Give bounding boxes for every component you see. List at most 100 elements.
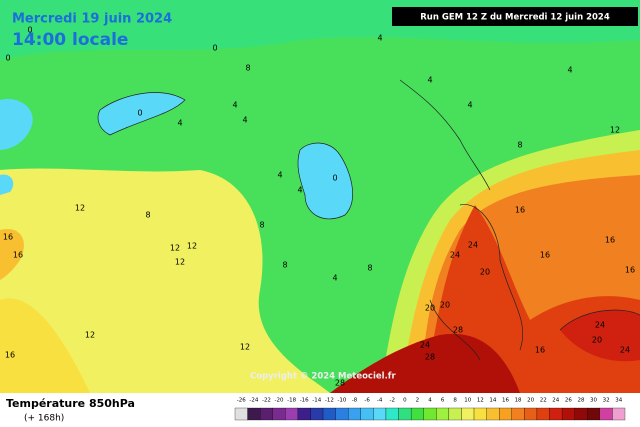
legend-value: -18 — [287, 398, 296, 404]
legend-value: -26 — [237, 398, 246, 404]
legend-swatch — [473, 407, 487, 421]
contour-label: 12 — [240, 343, 250, 352]
legend-value: -2 — [390, 398, 395, 404]
legend-swatch — [348, 407, 361, 421]
legend-swatch — [410, 407, 424, 421]
contour-label: 0 — [27, 26, 32, 35]
legend-swatch — [260, 407, 273, 421]
legend-value: 22 — [540, 398, 547, 404]
coastlines — [97, 79, 640, 361]
legend-swatch — [373, 407, 387, 421]
copyright: Copyright © 2024 Meteociel.fr — [250, 372, 396, 382]
forecast-time: 14:00 locale — [12, 30, 128, 50]
contour-label: 20 — [592, 336, 602, 345]
contour-label: 8 — [245, 64, 250, 73]
lead-time: (+ 168h) — [24, 414, 64, 424]
legend-swatch — [234, 407, 248, 421]
contour-label: 4 — [297, 186, 302, 195]
contour-label: 28 — [335, 379, 345, 388]
legend-value: 34 — [615, 398, 622, 404]
contour-label: 4 — [467, 101, 472, 110]
contour-label: 0 — [5, 54, 10, 63]
contour-label: 4 — [377, 34, 382, 43]
legend-value: 14 — [489, 398, 496, 404]
contour-label: 20 — [480, 268, 490, 277]
legend-value: -10 — [337, 398, 346, 404]
legend-value: -4 — [377, 398, 383, 404]
legend-swatch — [612, 407, 626, 421]
legend-value: -6 — [364, 398, 370, 404]
contour-label: 4 — [242, 116, 247, 125]
contour-label: 24 — [420, 341, 430, 350]
legend-swatch — [511, 407, 525, 421]
legend-value: 30 — [590, 398, 597, 404]
legend-value: 26 — [565, 398, 572, 404]
legend-value: 16 — [502, 398, 509, 404]
legend-value: -12 — [325, 398, 334, 404]
legend-value: 18 — [515, 398, 522, 404]
legend-value: 2 — [416, 398, 420, 404]
legend-value: 20 — [527, 398, 534, 404]
contour-label: 12 — [85, 331, 95, 340]
contour-label: 12 — [610, 126, 620, 135]
run-box — [392, 7, 638, 26]
contour-label: 4 — [177, 119, 182, 128]
contour-label: 16 — [5, 351, 15, 360]
contour-label: 12 — [175, 258, 185, 267]
legend-swatch — [423, 407, 437, 421]
legend-value: 32 — [603, 398, 610, 404]
legend-swatch — [448, 407, 462, 421]
forecast-date: Mercredi 19 juin 2024 — [12, 12, 172, 27]
contour-label: 0 — [212, 44, 217, 53]
contour-label: 8 — [367, 264, 372, 273]
run-info: Run GEM 12 Z du Mercredi 12 juin 2024 — [420, 13, 610, 23]
contour-label: 8 — [517, 141, 522, 150]
legend-swatch — [297, 407, 311, 421]
contour-label: 16 — [605, 236, 615, 245]
legend-swatch — [574, 407, 588, 421]
contour-label: 20 — [425, 304, 435, 313]
contour-label: 4 — [232, 101, 237, 110]
legend-value: 0 — [403, 398, 407, 404]
contour-label: 8 — [259, 221, 264, 230]
legend-swatch — [335, 407, 349, 421]
contour-label: 24 — [468, 241, 478, 250]
legend-swatch — [360, 407, 374, 421]
legend-swatch — [385, 407, 399, 421]
temperature-field — [0, 0, 640, 393]
legend-swatch — [587, 407, 600, 421]
legend-value: 24 — [552, 398, 559, 404]
contour-label: 4 — [427, 76, 432, 85]
variable-title: Température 850hPa — [6, 397, 135, 410]
legend-value: -20 — [275, 398, 284, 404]
contour-label: 12 — [187, 242, 197, 251]
legend: -26 -24 -22 -20 -18 -16 -14 -12 -10 -8 -6 -4 -2 0 2 4 6 8… — [234, 398, 626, 421]
legend-swatch — [247, 407, 261, 421]
contour-label: 12 — [170, 244, 180, 253]
contour-label: 16 — [625, 266, 635, 275]
legend-swatch — [486, 407, 500, 421]
legend-swatch — [398, 407, 412, 421]
legend-swatch — [536, 407, 550, 421]
contour-label: 4 — [277, 171, 282, 180]
legend-swatch — [524, 407, 538, 421]
contour-label: 16 — [515, 206, 525, 215]
legend-value: -16 — [300, 398, 309, 404]
contour-label: 4 — [332, 274, 337, 283]
contour-label: 28 — [453, 326, 463, 335]
contour-label: 20 — [440, 301, 450, 310]
contour-label: 16 — [540, 251, 550, 260]
legend-value: -8 — [352, 398, 358, 404]
contour-labels: 0004844400448121212121616884812121624242… — [3, 26, 635, 388]
legend-swatch — [272, 407, 286, 421]
contour-label: 16 — [13, 251, 23, 260]
legend-value: -24 — [249, 398, 258, 404]
contour-label: 28 — [425, 353, 435, 362]
legend-swatch — [561, 407, 575, 421]
contour-label: 8 — [282, 261, 287, 270]
contour-label: 8 — [145, 211, 150, 220]
legend-swatch — [599, 407, 613, 421]
contour-label: 24 — [620, 346, 630, 355]
contour-label: 24 — [450, 251, 460, 260]
